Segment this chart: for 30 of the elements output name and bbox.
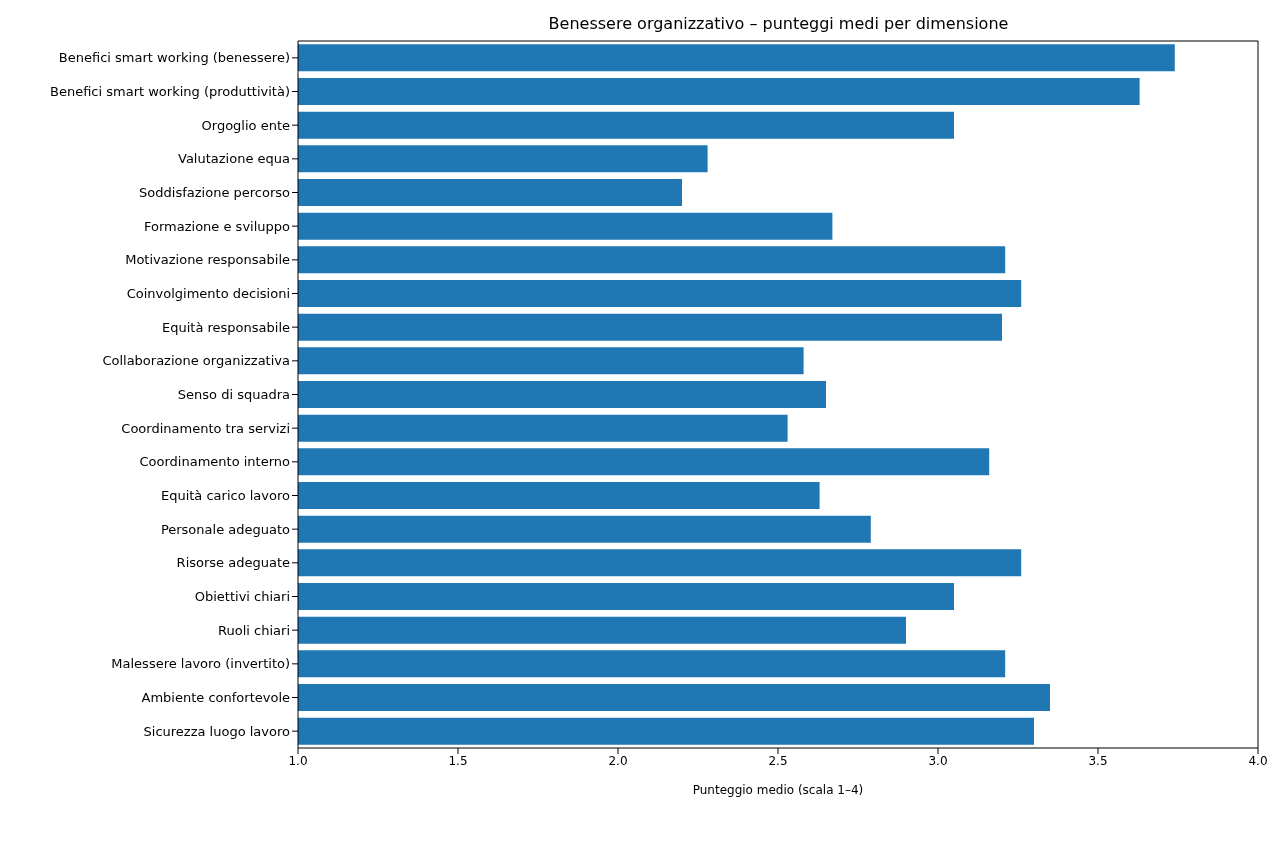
y-tick-label: Benefici smart working (benessere) <box>58 50 290 66</box>
y-tick-label: Collaborazione organizzativa <box>102 353 290 369</box>
y-tick-label: Coordinamento tra servizi <box>121 420 290 436</box>
y-tick-label: Ambiente confortevole <box>141 690 290 706</box>
y-tick-label: Sicurezza luogo lavoro <box>143 723 291 739</box>
x-tick-label: 2.0 <box>608 753 628 768</box>
y-tick-label: Coinvolgimento decisioni <box>126 286 290 302</box>
y-tick-label: Valutazione equa <box>178 151 290 167</box>
x-tick-label: 2.5 <box>768 753 788 768</box>
y-tick-label: Equità responsabile <box>161 319 290 335</box>
x-tick-label: 1.5 <box>448 753 468 768</box>
y-tick-label: Ruoli chiari <box>218 622 290 638</box>
x-tick-label: 3.0 <box>928 753 948 768</box>
y-tick-label: Senso di squadra <box>177 387 290 403</box>
x-tick-label: 3.5 <box>1088 753 1108 768</box>
y-tick-label: Formazione e sviluppo <box>144 218 291 234</box>
x-axis-title: Punteggio medio (scala 1–4) <box>692 783 864 797</box>
y-tick-label: Soddisfazione percorso <box>139 185 291 201</box>
y-tick-label: Equità carico lavoro <box>160 488 291 504</box>
y-tick-label: Orgoglio ente <box>201 117 290 133</box>
x-tick-label: 1.0 <box>288 753 308 768</box>
y-tick-label: Risorse adeguate <box>176 555 290 571</box>
y-tick-label: Personale adeguato <box>160 521 291 537</box>
y-tick-label: Obiettivi chiari <box>194 589 290 605</box>
y-tick-label: Coordinamento interno <box>139 454 291 470</box>
chart-title: Benessere organizzativo – punteggi medi per dimensione <box>547 14 1010 33</box>
x-tick-label: 4.0 <box>1248 753 1268 768</box>
y-tick-label: Malessere lavoro (invertito) <box>111 656 290 672</box>
y-tick-label: Motivazione responsabile <box>125 252 290 268</box>
y-tick-label: Benefici smart working (produttività) <box>50 84 290 100</box>
